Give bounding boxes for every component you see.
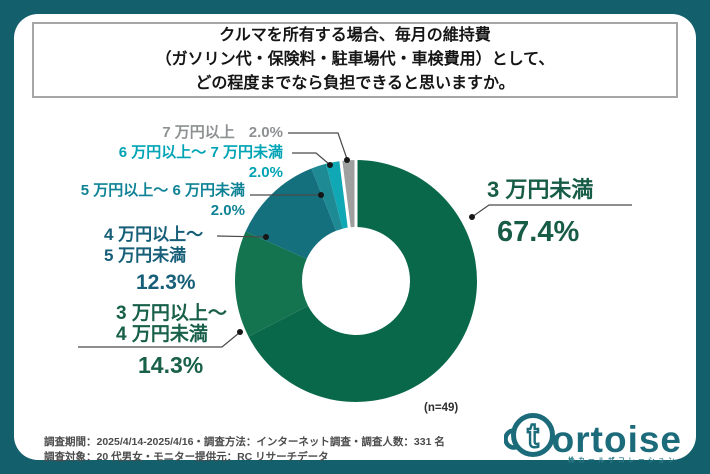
sample-size-label: (n=49): [424, 402, 459, 414]
callout-under-3man-pct: 67.4%: [497, 216, 580, 248]
callout-5to6man-label: 5 万円以上～ 6 万円未満: [80, 182, 245, 199]
callout-4to5man-label-line1: 4 万円以上～: [104, 225, 204, 244]
leader-lines: [78, 132, 632, 348]
callout-3to4man-pct: 14.3%: [138, 352, 204, 378]
callout-under-3man: 3 万円未満 67.4%: [487, 172, 593, 249]
callout-3to4man-label-line2: 4 万円未満: [116, 324, 208, 345]
slice-separators: [339, 158, 358, 232]
callout-4to5man-pct: 12.3%: [136, 271, 196, 294]
question-title-line1: クルマを所有する場合、毎月の維持費: [219, 27, 491, 44]
survey-footnote-line1: 調査期間：2025/4/14-2025/4/16・調査方法：インターネット調査・…: [44, 436, 445, 448]
question-title-line2: （ガソリン代・保険料・駐車場代・車検費用）として、: [155, 51, 555, 68]
callout-4to5man: 4 万円以上～ 5 万円未満 12.3%: [104, 224, 203, 293]
callout-7man-pct: 2.0%: [248, 124, 283, 141]
donut-segment-0: [248, 160, 478, 402]
donut-slices: [234, 159, 478, 402]
donut-segment-3: [311, 163, 343, 231]
callout-3to4man-label-line1: 3 万円以上～: [116, 303, 227, 324]
callout-5to6man-pct: 2.0%: [210, 202, 245, 219]
question-title-line3: どの程度までなら負担できると思いますか。: [195, 75, 515, 92]
tortoise-logo-subtext: 株カールザコレーション: [568, 457, 678, 464]
question-title-box: クルマを所有する場合、毎月の維持費 （ガソリン代・保険料・駐車場代・車検費用）と…: [32, 22, 678, 98]
survey-footnote: 調査期間：2025/4/14-2025/4/16・調査方法：インターネット調査・…: [44, 435, 445, 465]
callout-6to7man-label: 6 万円以上～ 7 万円未満: [118, 144, 283, 161]
callout-under-3man-label: 3 万円未満: [487, 177, 594, 202]
donut-segment-5: [340, 159, 356, 228]
callout-7man-over: 7 万円以上 2.0%: [162, 121, 283, 142]
leader-dots: [237, 157, 475, 335]
callout-4to5man-label-line2: 5 万円未満: [104, 246, 187, 265]
donut-segment-4: [325, 160, 350, 229]
callout-5to6man: 5 万円以上～ 6 万円未満 2.0%: [81, 181, 245, 221]
tortoise-logo: t ortoise 株カールザコレーション: [503, 408, 682, 464]
tortoise-logo-icon: t: [503, 413, 555, 457]
donut-segment-1: [234, 231, 309, 337]
survey-footnote-line2: 調査対象：20 代男女・モニター提供元：RC リサーチデータ: [44, 451, 329, 463]
tortoise-wordmark: ortoise: [551, 419, 682, 460]
callout-6to7man: 6 万円以上～ 7 万円未満 2.0%: [119, 143, 283, 183]
callout-3to4man: 3 万円以上～ 4 万円未満 14.3%: [116, 303, 227, 378]
callout-6to7man-pct: 2.0%: [248, 164, 283, 181]
tortoise-logo-t-letter: t: [527, 417, 538, 455]
callout-7man-label: 7 万円以上: [162, 124, 235, 141]
